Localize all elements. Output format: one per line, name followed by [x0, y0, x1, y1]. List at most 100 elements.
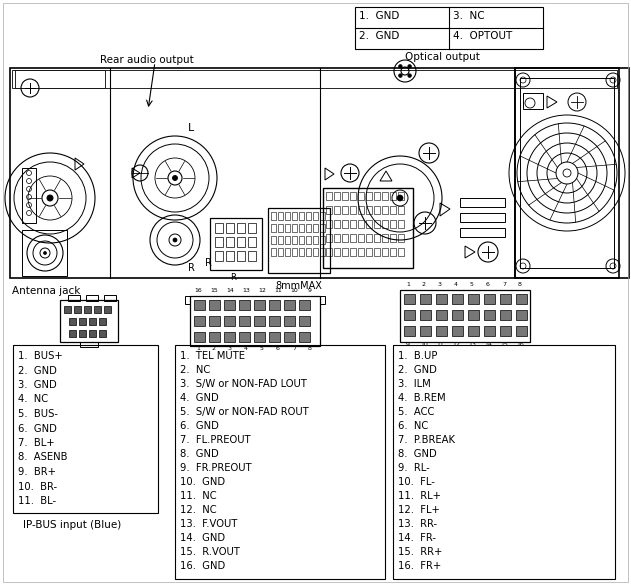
Bar — [400, 290, 530, 342]
Bar — [99, 318, 106, 325]
Bar — [404, 310, 415, 320]
Bar — [239, 332, 250, 342]
Bar — [436, 294, 447, 304]
Bar — [69, 318, 76, 325]
Text: 9: 9 — [308, 288, 312, 293]
Bar — [215, 251, 223, 261]
Bar — [74, 306, 81, 313]
Text: 4.  NC: 4. NC — [18, 394, 48, 404]
Bar — [269, 332, 280, 342]
Text: 5: 5 — [260, 346, 264, 351]
Bar — [306, 248, 311, 256]
Text: 13: 13 — [242, 288, 250, 293]
Bar — [460, 228, 505, 237]
Bar — [320, 224, 325, 232]
Bar — [358, 248, 364, 256]
Bar — [79, 330, 86, 337]
Bar — [342, 206, 348, 214]
Text: 12: 12 — [258, 288, 266, 293]
Bar — [306, 212, 311, 220]
Text: 15: 15 — [500, 342, 508, 347]
Bar — [326, 234, 332, 242]
Text: 6.  GND: 6. GND — [180, 421, 219, 431]
Bar — [254, 316, 265, 326]
Bar — [248, 251, 256, 261]
Bar — [436, 326, 447, 336]
Bar — [313, 224, 318, 232]
Text: 7: 7 — [502, 282, 506, 287]
Text: 8.  GND: 8. GND — [398, 449, 437, 459]
Bar — [326, 192, 332, 200]
Text: 10.  FL-: 10. FL- — [398, 477, 435, 487]
Bar — [226, 237, 234, 247]
Bar — [299, 212, 304, 220]
Bar — [306, 236, 311, 244]
Bar — [209, 300, 220, 310]
Text: 12.  NC: 12. NC — [180, 505, 216, 515]
Bar — [342, 192, 348, 200]
Bar — [366, 220, 372, 228]
Text: 2: 2 — [212, 346, 216, 351]
Bar — [390, 192, 396, 200]
Bar — [350, 220, 356, 228]
Bar — [374, 248, 380, 256]
Bar — [320, 248, 325, 256]
Bar — [334, 220, 340, 228]
Text: 6: 6 — [486, 282, 490, 287]
Text: R: R — [230, 273, 236, 282]
Bar — [420, 310, 431, 320]
Circle shape — [399, 64, 402, 68]
Text: 5: 5 — [470, 282, 474, 287]
Bar — [342, 220, 348, 228]
Bar — [209, 332, 220, 342]
Bar — [22, 168, 36, 223]
Text: 4.  OPTOUT: 4. OPTOUT — [453, 31, 512, 41]
Bar — [436, 310, 447, 320]
Text: 5.  S/W or NON-FAD ROUT: 5. S/W or NON-FAD ROUT — [180, 407, 309, 417]
Bar — [350, 192, 356, 200]
Text: 5.  BUS-: 5. BUS- — [18, 409, 58, 419]
Bar — [292, 248, 297, 256]
Bar — [248, 237, 256, 247]
Bar — [320, 212, 325, 220]
Bar — [390, 234, 396, 242]
Bar — [452, 326, 463, 336]
Bar — [334, 234, 340, 242]
Bar — [237, 237, 245, 247]
Bar — [516, 294, 527, 304]
Bar — [269, 300, 280, 310]
Bar — [374, 192, 380, 200]
Text: Optical output: Optical output — [405, 52, 480, 62]
Circle shape — [47, 195, 53, 201]
Text: 3.  ILM: 3. ILM — [398, 379, 431, 389]
Text: 11: 11 — [436, 342, 444, 347]
Bar — [390, 248, 396, 256]
Text: 4.  B.REM: 4. B.REM — [398, 393, 445, 403]
Bar — [254, 300, 265, 310]
Bar — [366, 206, 372, 214]
Text: 4: 4 — [454, 282, 458, 287]
Bar — [224, 316, 235, 326]
Bar — [382, 234, 388, 242]
Bar — [299, 224, 304, 232]
Bar — [64, 306, 71, 313]
Text: 14: 14 — [484, 342, 492, 347]
Bar — [254, 332, 265, 342]
Text: 16.  GND: 16. GND — [180, 561, 225, 571]
Bar — [334, 192, 340, 200]
Bar — [89, 330, 96, 337]
Text: 14.  FR-: 14. FR- — [398, 533, 436, 543]
Text: 13.  RR-: 13. RR- — [398, 519, 437, 529]
Bar — [104, 306, 111, 313]
Circle shape — [44, 252, 47, 254]
Bar — [69, 330, 76, 337]
Bar — [358, 192, 364, 200]
Bar — [185, 296, 190, 304]
Bar — [404, 294, 415, 304]
Bar — [215, 223, 223, 233]
Text: 1.  TEL MUTE: 1. TEL MUTE — [180, 351, 245, 361]
Bar — [79, 318, 86, 325]
Bar — [237, 251, 245, 261]
Bar — [194, 316, 205, 326]
Bar — [299, 248, 304, 256]
